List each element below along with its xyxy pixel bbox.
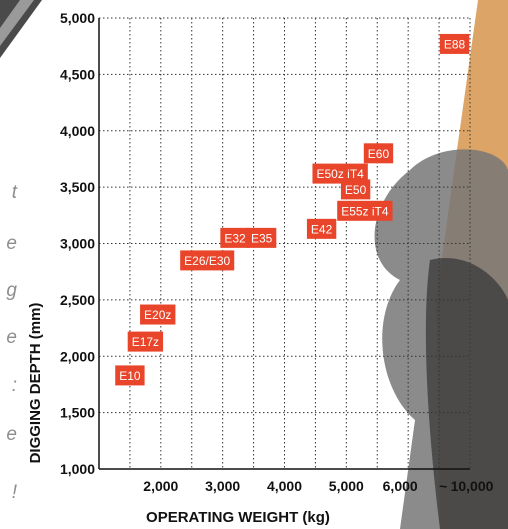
data-point-label: E35 xyxy=(251,231,273,245)
data-point-marker xyxy=(340,179,371,200)
data-point: E35 xyxy=(246,227,277,248)
y-tick-labels: 1,000 1,500 2,000 2,500 3,000 3,500 4,000 4,500… xyxy=(60,10,95,477)
y-tick-label: 1,500 xyxy=(60,405,95,421)
y-tick-label: 2,500 xyxy=(60,292,95,308)
data-point: E42 xyxy=(306,218,337,239)
data-point-marker xyxy=(115,365,145,386)
data-point-label: E10 xyxy=(119,369,141,383)
data-point-label: E42 xyxy=(311,222,333,236)
y-tick-label: 2,000 xyxy=(60,348,95,364)
data-point: E50z iT4 xyxy=(312,163,368,184)
side-text-fragment: : xyxy=(12,375,17,396)
data-point-marker xyxy=(363,143,394,164)
data-point-marker xyxy=(220,227,250,248)
x-tick-label: 3,000 xyxy=(205,478,240,494)
y-tick-label: 4,500 xyxy=(60,66,95,82)
data-point: E88 xyxy=(439,33,470,54)
data-point-label: E20z xyxy=(144,308,171,322)
y-tick-label: 3,500 xyxy=(60,179,95,195)
data-points: E10 E17z E20z E26/E30 E32 E35 E42 E50z iT4 E50 E5… xyxy=(115,33,470,386)
data-point: E10 xyxy=(115,365,145,386)
side-text-column: t e g e: e! xyxy=(6,182,17,503)
decor-silhouette-shade xyxy=(425,258,508,529)
x-tick-label: 4,000 xyxy=(267,478,302,494)
x-tick-labels: 2,000 3,000 4,000 5,000 6,000 10,000 xyxy=(143,478,493,494)
data-point-marker xyxy=(337,200,393,221)
x-tick-label: 2,000 xyxy=(143,478,178,494)
data-point-marker xyxy=(312,163,368,184)
data-point-marker xyxy=(180,250,235,271)
data-point: E32 xyxy=(220,227,250,248)
side-text-fragment: g xyxy=(6,280,17,301)
decor-dark-bar-highlight xyxy=(0,0,34,46)
y-tick-label: 3,000 xyxy=(60,236,95,252)
data-point-label: E88 xyxy=(444,37,466,51)
data-point-marker xyxy=(246,227,277,248)
y-tick-label: 4,000 xyxy=(60,123,95,139)
x-axis-break-label: ~ xyxy=(439,478,447,494)
x-tick-label: 6,000 xyxy=(383,478,418,494)
data-point: E26/E30 xyxy=(180,250,235,271)
side-text-fragment: ! xyxy=(12,482,18,503)
data-point-label: E55z iT4 xyxy=(341,204,389,218)
axes xyxy=(98,18,470,470)
data-point-marker xyxy=(127,331,164,352)
x-tick-label: 10,000 xyxy=(451,478,494,494)
data-point-label: E32 xyxy=(224,231,246,245)
y-axis-title: DIGGING DEPTH (mm) xyxy=(27,303,44,464)
data-point: E17z xyxy=(127,331,164,352)
data-point-label: E50z iT4 xyxy=(316,167,364,181)
y-tick-label: 5,000 xyxy=(60,10,95,26)
y-tick-label: 1,000 xyxy=(60,461,95,477)
data-point-marker xyxy=(439,33,470,54)
x-tick-label: 5,000 xyxy=(329,478,364,494)
data-point-label: E60 xyxy=(368,147,390,161)
x-axis-title: OPERATING WEIGHT (kg) xyxy=(146,509,330,526)
data-point: E50 xyxy=(340,179,371,200)
data-point-label: E17z xyxy=(132,335,159,349)
data-point: E55z iT4 xyxy=(337,200,393,221)
data-point-label: E26/E30 xyxy=(184,254,230,268)
data-point: E60 xyxy=(363,143,394,164)
data-point-marker xyxy=(306,218,337,239)
side-text-fragment: e xyxy=(6,327,17,348)
side-text-fragment: t xyxy=(12,182,18,203)
data-point: E20z xyxy=(140,304,176,325)
side-text-fragment: e xyxy=(6,233,17,254)
data-point-label: E50 xyxy=(345,183,367,197)
side-text-fragment: e xyxy=(6,424,17,445)
data-point-marker xyxy=(140,304,176,325)
grid-lines xyxy=(99,17,471,469)
